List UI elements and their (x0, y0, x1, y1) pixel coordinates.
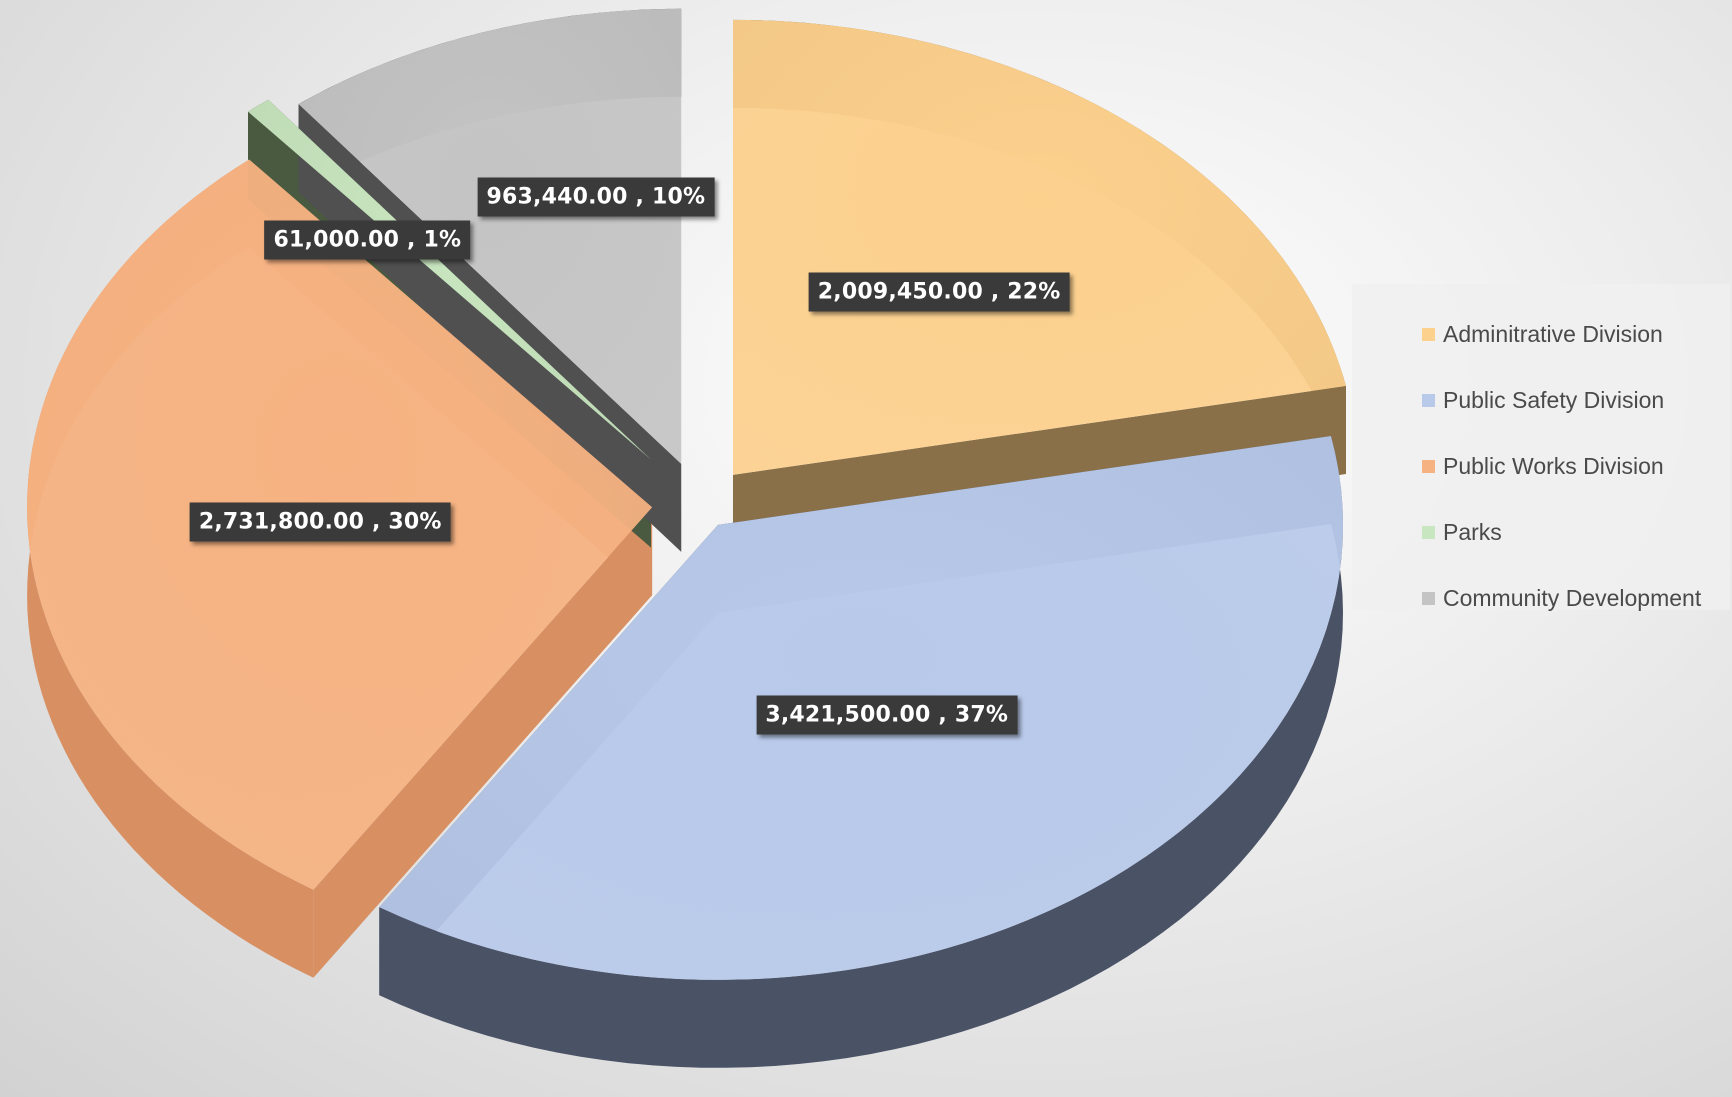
legend-label: Community Development (1443, 584, 1702, 611)
data-label-4: 963,440.00 , 10% (477, 177, 715, 217)
legend-swatch (1422, 393, 1435, 407)
data-label-1: 3,421,500.00 , 37% (756, 695, 1018, 735)
slice-outer-wall (379, 436, 1343, 1068)
legend-item: Public Safety Division (1422, 380, 1664, 420)
slice-radial-wall (298, 104, 682, 552)
legend-label: Adminitrative Division (1443, 320, 1663, 347)
legend-swatch (1422, 459, 1435, 473)
legend-swatch (1422, 525, 1435, 539)
legend-label: Public Works Division (1443, 452, 1664, 479)
pie-slice-parks (248, 99, 651, 460)
slice-radial-wall (313, 507, 653, 978)
data-label-2: 2,731,800.00 , 30% (189, 502, 451, 542)
legend-item: Parks (1422, 512, 1502, 552)
legend-label: Public Safety Division (1443, 386, 1665, 413)
legend-item: Public Works Division (1422, 446, 1664, 486)
legend-swatch (1422, 327, 1435, 341)
legend-item: Adminitrative Division (1422, 314, 1663, 354)
legend-label: Parks (1443, 518, 1502, 545)
data-label-3: 61,000.00 , 1% (264, 220, 471, 260)
data-label-0: 2,009,450.00 , 22% (808, 272, 1070, 312)
legend-swatch (1422, 591, 1435, 605)
pie-slice-community-development (298, 8, 682, 464)
pie-slice-adminitrative-division (732, 19, 1346, 475)
chart-legend: Adminitrative Division Public Safety Divi… (1352, 284, 1730, 611)
legend-item: Community Development (1422, 578, 1701, 618)
